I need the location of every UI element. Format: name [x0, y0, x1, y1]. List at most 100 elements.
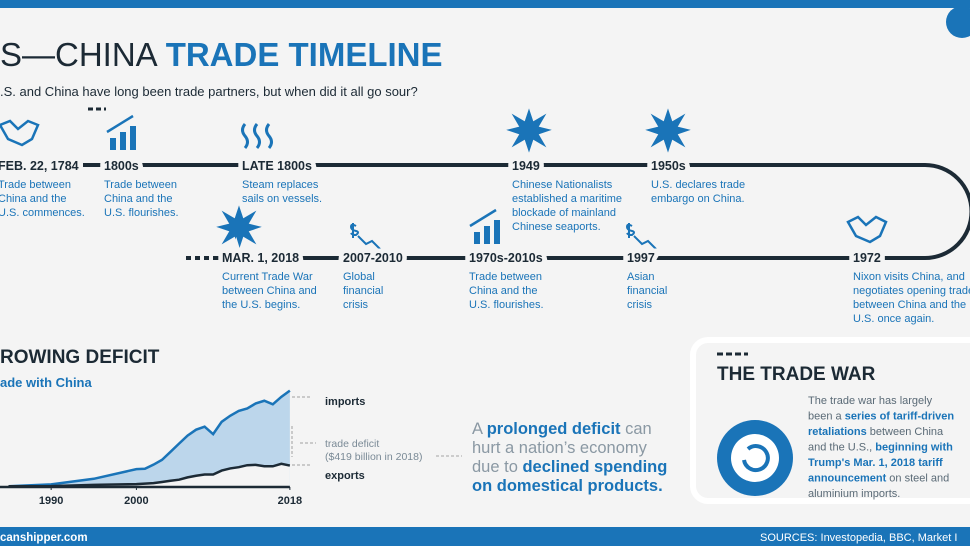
- text-run: aluminium imports.: [808, 488, 900, 500]
- event-text: between China and the: [853, 299, 966, 311]
- text-run: Trump's Mar. 1, 2018 tariff: [808, 457, 943, 469]
- event-text: sails on vessels.: [242, 193, 322, 205]
- text-line: A prolonged deficit can: [472, 420, 652, 438]
- text-run: been a: [808, 411, 845, 423]
- footer-site: canshipper.com: [0, 532, 88, 544]
- burst-icon: [506, 108, 552, 153]
- text-run: on domestical products.: [472, 477, 663, 495]
- event-text: blockade of mainland: [512, 207, 616, 219]
- title-a: S—CHINA: [0, 36, 158, 73]
- text-run: declined spending: [522, 458, 667, 476]
- footer-bar: [0, 527, 970, 546]
- text-run: announcement: [808, 473, 887, 485]
- text-run: retaliations: [808, 426, 867, 438]
- text-run: can: [621, 420, 652, 438]
- handshake-icon: [846, 215, 888, 244]
- text-run: hurt a nation’s economy: [472, 439, 648, 457]
- event-text: Trade between: [0, 179, 71, 191]
- event-date: 1970s-2010s: [469, 251, 543, 265]
- deficit-subheading: ade with China: [0, 375, 93, 390]
- handshake-icon: [0, 119, 40, 147]
- imports-label: imports: [325, 396, 365, 408]
- cycle-arrow: [742, 444, 770, 473]
- text-run: between China: [867, 426, 944, 438]
- event-date: 1972: [853, 251, 881, 265]
- event-date: 1800s: [104, 159, 139, 173]
- event-text: Steam replaces: [242, 179, 319, 191]
- event-text: China and the: [469, 285, 538, 297]
- x-tick-label: 2018: [278, 495, 302, 507]
- event-text: Trade between: [104, 179, 177, 191]
- text-line: The trade war has largely: [808, 395, 933, 407]
- trade-war-text: The trade war has largely been a series o…: [808, 395, 954, 500]
- event-date: MAR. 1, 2018: [222, 251, 299, 265]
- event-text: Current Trade War: [222, 271, 313, 283]
- trade-war-frame: [690, 337, 970, 504]
- series-line: [8, 389, 291, 488]
- event-text: Global: [343, 271, 375, 283]
- footer-sources: SOURCES: Investopedia, BBC, Market I: [760, 532, 957, 544]
- deficit-heading: ROWING DEFICIT: [0, 347, 160, 368]
- trade-war-title: THE TRADE WAR: [717, 364, 876, 385]
- timeline-line: [0, 163, 970, 260]
- title-b: TRADE TIMELINE: [166, 36, 443, 73]
- text-line: retaliations between China: [808, 426, 944, 438]
- event-text: U.S. once again.: [853, 313, 934, 325]
- event-text: China and the: [0, 193, 67, 205]
- text-run: beginning with: [875, 442, 953, 454]
- event-text: U.S. commences.: [0, 207, 85, 219]
- growth-icon: [469, 208, 500, 244]
- text-run: The trade war has largely: [808, 395, 933, 407]
- brace: [291, 396, 316, 466]
- series-line: [8, 462, 291, 488]
- event-text: financial: [627, 285, 667, 297]
- text-run: prolonged deficit: [487, 420, 621, 438]
- event-date: FEB. 22, 1784: [0, 159, 79, 173]
- title: S—CHINA TRADE TIMELINE: [0, 36, 443, 73]
- trade-war-icon: [731, 434, 779, 482]
- text-line: announcement on steel and: [808, 473, 949, 485]
- deficit-label: trade deficit: [325, 438, 379, 450]
- x-tick-label: 2000: [124, 495, 148, 507]
- text-line: and the U.S., beginning with: [808, 442, 953, 454]
- event-text: Chinese seaports.: [512, 221, 601, 233]
- x-tick-label: 1990: [39, 495, 63, 507]
- event-text: China and the: [104, 193, 173, 205]
- top-bar: [0, 0, 970, 8]
- deficit-note: ($419 billion in 2018): [325, 451, 422, 463]
- burst-icon: [645, 108, 691, 153]
- event-text: Trade between: [469, 271, 542, 283]
- series-area: [8, 390, 290, 487]
- event-date: 1949: [512, 159, 540, 173]
- text-run: due to: [472, 458, 522, 476]
- text-run: on steel and: [886, 473, 949, 485]
- event-date: LATE 1800s: [242, 159, 312, 173]
- event-date: 1997: [627, 251, 655, 265]
- deficit-chart: 1990 2000 2018: [0, 389, 302, 507]
- event-text: Nixon visits China, and: [853, 271, 965, 283]
- text-line: Trump's Mar. 1, 2018 tariff: [808, 457, 943, 469]
- event-text: Chinese Nationalists: [512, 179, 613, 191]
- text-line: on domestical products.: [472, 477, 663, 495]
- subtitle: .S. and China have long been trade partn…: [0, 84, 418, 99]
- text-line: been a series of tariff-driven: [808, 411, 954, 423]
- event-text: negotiates opening trade: [853, 285, 970, 297]
- event-text: crisis: [627, 299, 653, 311]
- text-run: and the U.S.,: [808, 442, 875, 454]
- text-line: aluminium imports.: [808, 488, 900, 500]
- text-line: hurt a nation’s economy: [472, 439, 648, 457]
- event-text: between China and: [222, 285, 317, 297]
- event-date: 2007-2010: [343, 251, 403, 265]
- event-text: embargo on China.: [651, 193, 745, 205]
- dollar-down-icon: [625, 223, 657, 250]
- exports-label: exports: [325, 470, 365, 482]
- event-text: U.S. flourishes.: [469, 299, 544, 311]
- text-run: A: [472, 420, 487, 438]
- event-text: crisis: [343, 299, 369, 311]
- series-area: [8, 463, 290, 487]
- text-line: due to declined spending: [472, 458, 667, 476]
- dollar-down-icon: [349, 223, 381, 250]
- social-icon: [946, 6, 970, 38]
